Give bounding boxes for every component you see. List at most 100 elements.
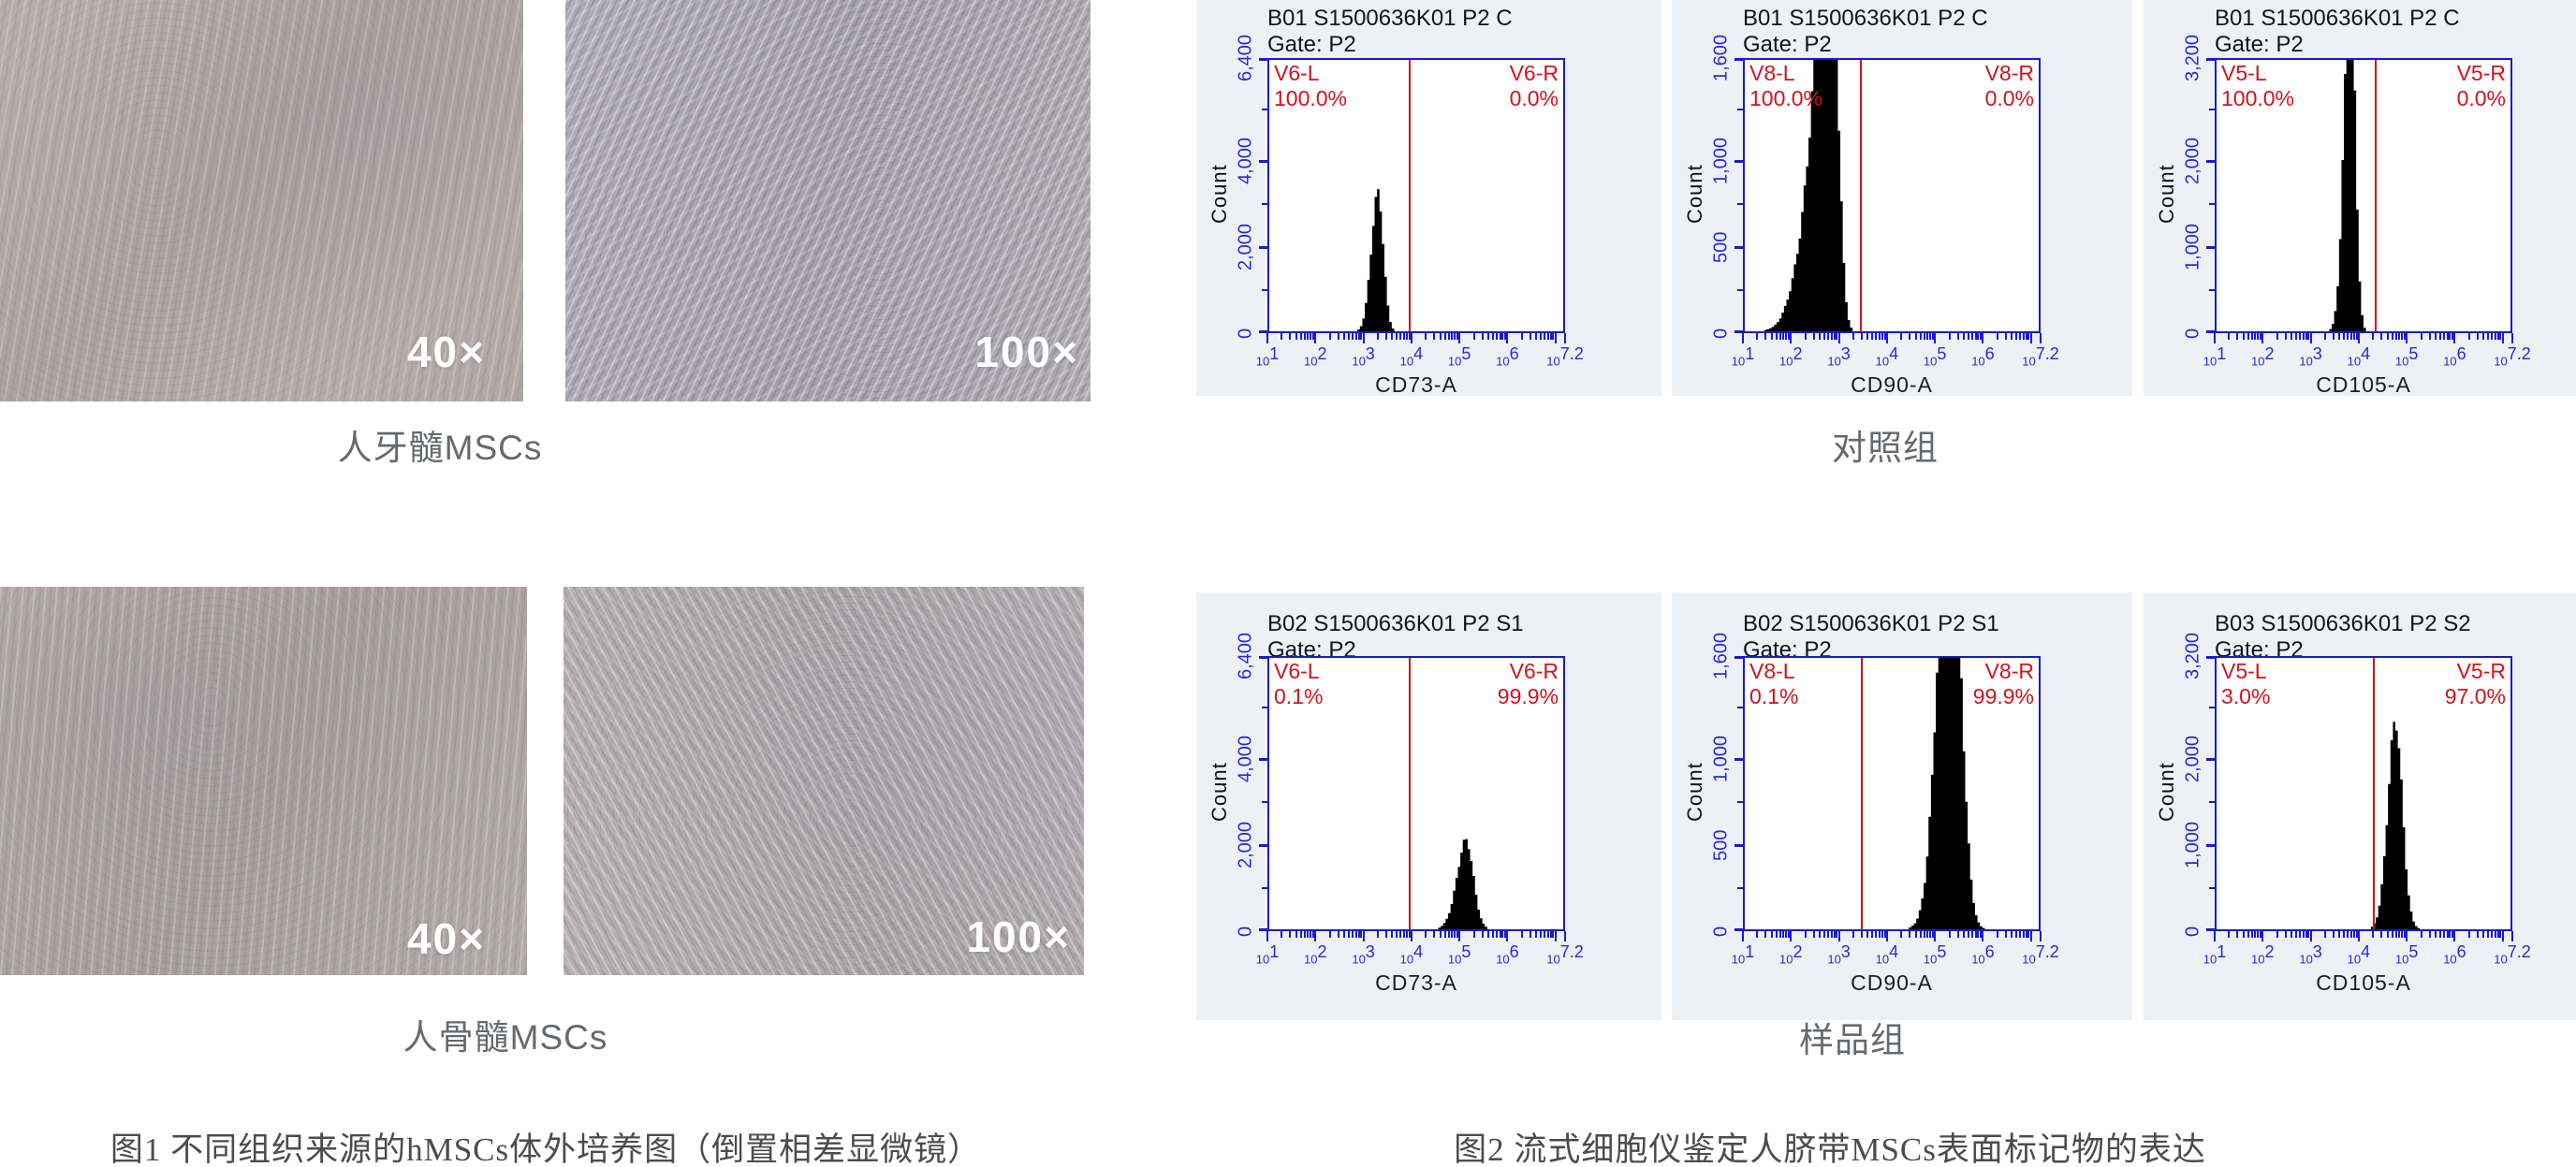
x-minor-tick — [2494, 931, 2496, 938]
x-minor-tick — [1496, 931, 1499, 938]
x-major-tick — [1934, 931, 1937, 941]
x-minor-tick — [1546, 931, 1549, 938]
x-minor-tick — [2291, 931, 2293, 938]
x-minor-tick — [2372, 931, 2375, 938]
x-minor-tick — [1456, 931, 1458, 938]
x-minor-tick — [1352, 333, 1354, 340]
flow-panel-sample-cd90: B02 S1500636K01 P2 S1 Gate: P2 Count V8-… — [1672, 592, 2132, 1020]
x-minor-tick — [2401, 333, 2404, 340]
y-minor-tick — [2209, 109, 2215, 111]
x-tick-label: 105 — [2394, 344, 2419, 369]
x-minor-tick — [1399, 931, 1402, 938]
x-axis-label: CD90-A — [1851, 372, 1933, 397]
x-minor-tick — [2242, 333, 2245, 340]
y-minor-tick — [1737, 289, 1743, 292]
x-minor-tick — [1496, 333, 1499, 340]
x-minor-tick — [2305, 333, 2307, 340]
x-major-tick — [1982, 931, 1984, 941]
x-minor-tick — [1866, 931, 1869, 938]
y-tick-label: 2,000 — [2182, 138, 2203, 185]
x-minor-tick — [1501, 931, 1504, 938]
plot-area: V5-L 100.0% V5-R 0.0% — [2215, 58, 2512, 333]
x-major-tick — [2406, 931, 2408, 941]
x-minor-tick — [1443, 333, 1446, 340]
x-minor-tick — [1778, 333, 1781, 340]
x-minor-tick — [2324, 333, 2327, 340]
x-tick-label: 103 — [2299, 344, 2322, 369]
x-minor-tick — [1540, 931, 1543, 938]
x-minor-tick — [1481, 333, 1484, 340]
y-tick-label: 0 — [2182, 328, 2203, 339]
x-tick-label: 106 — [1496, 344, 1519, 369]
x-minor-tick — [2250, 931, 2253, 938]
x-tick-label: 104 — [2347, 344, 2371, 369]
x-minor-tick — [1289, 333, 1292, 340]
gate-left-stats: V6-L 100.0% — [1274, 61, 1348, 110]
x-minor-tick — [1377, 931, 1380, 938]
x-major-tick — [2357, 931, 2360, 941]
x-minor-tick — [1827, 931, 1830, 938]
y-axis-label: Count — [2155, 164, 2178, 224]
x-minor-tick — [1881, 333, 1883, 340]
y-tick-label: 4,000 — [1235, 138, 1256, 185]
x-tick-label: 106 — [2443, 344, 2466, 369]
magnification-label: 100× — [966, 912, 1071, 961]
x-tick-label: 102 — [1304, 344, 1327, 369]
y-tick — [1734, 160, 1743, 164]
x-minor-tick — [1956, 333, 1959, 340]
x-minor-tick — [1787, 333, 1790, 340]
x-tick-label: 105 — [1923, 344, 1947, 369]
y-tick — [1259, 758, 1267, 762]
panel-title: B03 S1500636K01 P2 S2 — [2215, 611, 2471, 636]
gate-line — [1409, 658, 1412, 929]
microscopy-image-bone-40x: 40× — [0, 587, 527, 975]
x-minor-tick — [1549, 333, 1552, 340]
y-tick — [2206, 160, 2215, 164]
x-minor-tick — [1804, 333, 1807, 340]
x-minor-tick — [1391, 931, 1394, 938]
x-minor-tick — [1405, 333, 1408, 340]
x-minor-tick — [1782, 931, 1785, 938]
x-minor-tick — [1535, 931, 1538, 938]
x-minor-tick — [2439, 931, 2441, 938]
x-minor-tick — [1861, 931, 1864, 938]
x-major-tick — [2309, 333, 2312, 343]
y-tick-label: 2,000 — [1235, 224, 1256, 271]
x-minor-tick — [2259, 931, 2261, 938]
y-tick — [1734, 330, 1743, 333]
x-minor-tick — [2338, 931, 2341, 938]
x-major-tick — [1458, 931, 1461, 941]
x-minor-tick — [2250, 333, 2253, 340]
x-minor-tick — [1281, 931, 1283, 938]
y-tick — [1259, 58, 1267, 61]
gate-line — [2374, 60, 2377, 331]
x-minor-tick — [2380, 333, 2383, 340]
x-minor-tick — [1878, 333, 1881, 340]
x-minor-tick — [2236, 333, 2239, 340]
x-minor-tick — [2011, 931, 2013, 938]
plot-area: V6-L 0.1% V6-R 99.9% — [1267, 656, 1565, 931]
x-minor-tick — [1377, 333, 1380, 340]
x-major-tick — [2029, 931, 2032, 941]
x-minor-tick — [2022, 931, 2025, 938]
gate-left-stats: V6-L 0.1% — [1274, 659, 1324, 708]
x-major-tick — [1362, 333, 1365, 343]
x-minor-tick — [1433, 333, 1436, 340]
x-minor-tick — [2349, 931, 2352, 938]
gate-line — [1860, 60, 1863, 331]
flow-panel-control-cd73: B01 S1500636K01 P2 C Gate: P2 Count V6-L… — [1196, 0, 1661, 397]
x-minor-tick — [1499, 931, 1501, 938]
x-tick-label: 104 — [1875, 344, 1899, 369]
x-axis-label: CD90-A — [1851, 970, 1933, 995]
x-tick-label: 103 — [1352, 344, 1375, 369]
y-tick-label: 1,000 — [2182, 822, 2203, 869]
microscopy-image-bone-100x: 100× — [564, 587, 1084, 975]
histogram — [1745, 60, 2039, 331]
y-minor-tick — [1737, 707, 1743, 709]
x-major-tick — [1266, 333, 1268, 343]
x-minor-tick — [1328, 931, 1331, 938]
y-minor-tick — [2209, 707, 2215, 709]
x-axis-label: CD105-A — [2316, 970, 2411, 995]
x-minor-tick — [1354, 931, 1357, 938]
x-tick-label: 102 — [2251, 942, 2275, 967]
